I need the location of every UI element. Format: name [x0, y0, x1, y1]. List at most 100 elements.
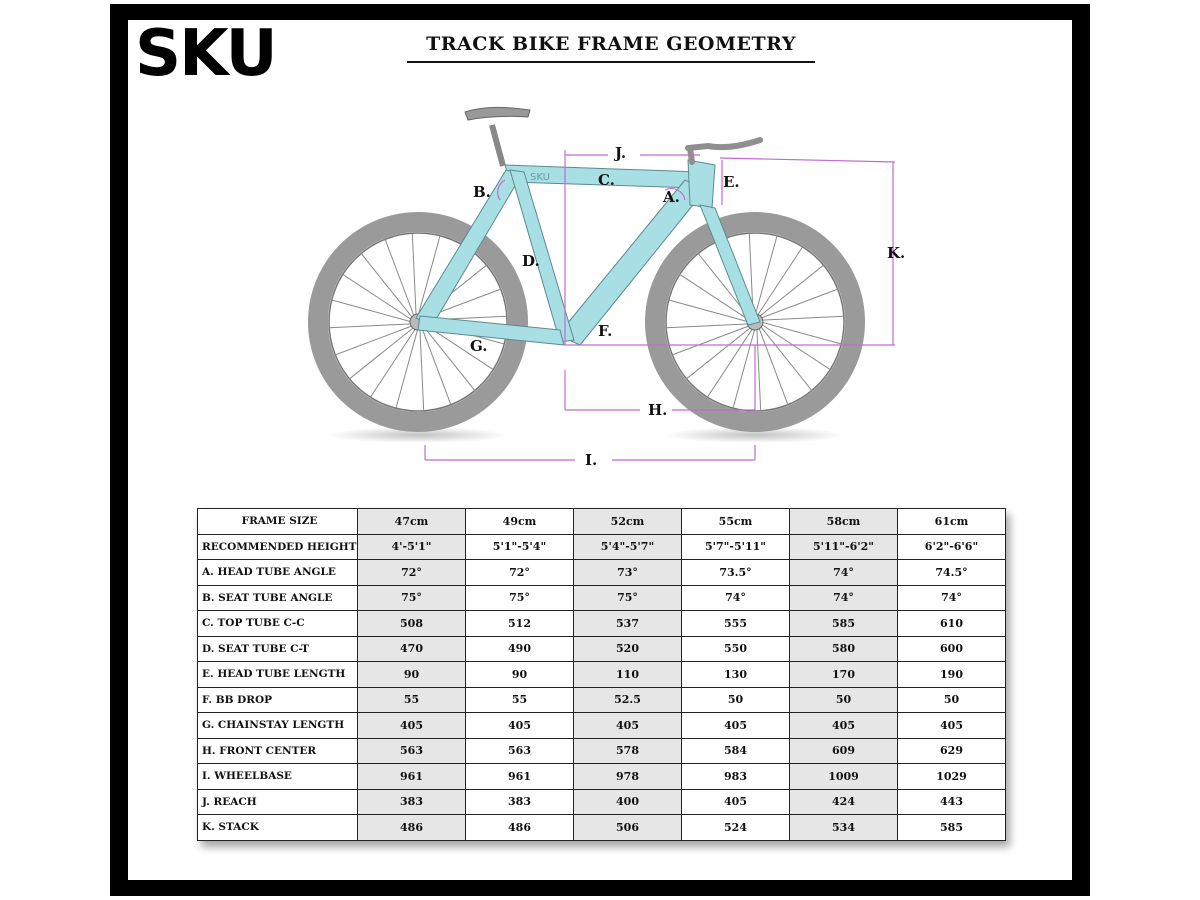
label-j: J.: [613, 144, 626, 162]
table-cell: 555: [681, 610, 790, 637]
spoke: [706, 327, 754, 398]
spoke: [758, 264, 824, 318]
table-cell: 405: [573, 712, 682, 739]
table-cell: 534: [789, 814, 898, 841]
table-cell: 75°: [465, 584, 574, 611]
label-e: E.: [723, 173, 740, 191]
row-label: B. SEAT TUBE ANGLE: [197, 584, 358, 611]
table-cell: 170: [789, 661, 898, 688]
table-cell: 563: [465, 737, 574, 764]
row-label: FRAME SIZE: [197, 508, 358, 535]
label-h: H.: [648, 401, 667, 419]
spoke: [672, 325, 751, 356]
bike-frame: [415, 159, 761, 346]
table-cell: 961: [465, 763, 574, 790]
table-cell: 405: [681, 788, 790, 815]
spoke: [754, 235, 778, 317]
frame-decal: SKU: [530, 172, 550, 183]
table-cell: 383: [465, 788, 574, 815]
table-cell: 563: [357, 737, 466, 764]
table-cell: 584: [681, 737, 790, 764]
table-cell: 72°: [465, 559, 574, 586]
table-cell: 4'-5'1": [357, 533, 466, 560]
row-label: K. STACK: [197, 814, 358, 841]
spoke: [422, 325, 476, 391]
rear-wheel-shadow: [328, 427, 508, 443]
table-cell: 512: [465, 610, 574, 637]
table-cell: 49cm: [465, 508, 574, 535]
table-cell: 470: [357, 635, 466, 662]
table-row: K. STACK 486 486 506 524 534 585: [197, 814, 1006, 841]
table-cell: 443: [897, 788, 1006, 815]
dimension-lines: [424, 150, 896, 461]
spoke: [369, 327, 417, 398]
table-cell: 405: [357, 712, 466, 739]
table-cell: 110: [573, 661, 682, 688]
row-label: D. SEAT TUBE C-T: [197, 635, 358, 662]
table-row: D. SEAT TUBE C-T 470 490 520 550 580 600: [197, 635, 1006, 662]
table-row: J. REACH 383 383 400 405 424 443: [197, 788, 1006, 815]
label-a: A.: [662, 188, 680, 206]
table-cell: 405: [681, 712, 790, 739]
table-cell: 486: [357, 814, 466, 841]
spoke: [732, 327, 756, 409]
table-cell: 978: [573, 763, 682, 790]
label-f: F.: [598, 322, 612, 340]
table-cell: 585: [789, 610, 898, 637]
table-cell: 486: [465, 814, 574, 841]
table-cell: 75°: [357, 584, 466, 611]
table-cell: 58cm: [789, 508, 898, 535]
table-cell: 73°: [573, 559, 682, 586]
sku-logo: SKU: [135, 22, 278, 86]
table-cell: 506: [573, 814, 682, 841]
row-label: I. WHEELBASE: [197, 763, 358, 790]
table-cell: 52cm: [573, 508, 682, 535]
table-cell: 1029: [897, 763, 1006, 790]
spoke: [417, 235, 441, 317]
spoke: [421, 326, 452, 405]
table-row: F. BB DROP 55 55 52.5 50 50 50: [197, 686, 1006, 713]
table-cell: 383: [357, 788, 466, 815]
spoke: [666, 323, 750, 329]
table-cell: 424: [789, 788, 898, 815]
spoke: [342, 273, 413, 321]
spoke: [759, 288, 838, 319]
spoke: [760, 323, 831, 371]
table-cell: 74°: [897, 584, 1006, 611]
row-label: A. HEAD TUBE ANGLE: [197, 559, 358, 586]
table-cell: 1009: [789, 763, 898, 790]
label-c: C.: [598, 171, 615, 189]
table-cell: 609: [789, 737, 898, 764]
row-label: G. CHAINSTAY LENGTH: [197, 712, 358, 739]
table-cell: 55cm: [681, 508, 790, 535]
table-cell: 90: [465, 661, 574, 688]
table-cell: 629: [897, 737, 1006, 764]
table-cell: 61cm: [897, 508, 1006, 535]
bike-diagram: SKU A. B. C. D. E. F. G. H. I. J. K.: [308, 106, 905, 469]
table-cell: 72°: [357, 559, 466, 586]
table-cell: 6'2"-6'6": [897, 533, 1006, 560]
table-cell: 405: [789, 712, 898, 739]
table-cell: 47cm: [357, 508, 466, 535]
spoke: [759, 325, 813, 391]
table-cell: 405: [897, 712, 1006, 739]
table-row: RECOMMENDED HEIGHT 4'-5'1" 5'1"-5'4" 5'4"-5…: [197, 533, 1006, 560]
spoke: [349, 326, 415, 380]
spoke: [758, 326, 789, 405]
table-cell: 52.5: [573, 686, 682, 713]
page-title: TRACK BIKE FRAME GEOMETRY: [407, 33, 815, 63]
spoke: [335, 325, 414, 356]
spoke: [411, 233, 417, 317]
table-cell: 405: [465, 712, 574, 739]
label-d: D.: [522, 252, 540, 270]
spoke: [419, 327, 425, 411]
table-header-row: FRAME SIZE 47cm 49cm 52cm 55cm 58cm 61cm: [197, 508, 1006, 535]
table-cell: 55: [357, 686, 466, 713]
dimension-labels: A. B. C. D. E. F. G. H. I. J. K.: [470, 144, 905, 469]
spoke: [756, 327, 762, 411]
table-cell: 90: [357, 661, 466, 688]
spoke: [760, 315, 844, 321]
table-cell: 580: [789, 635, 898, 662]
table-row: B. SEAT TUBE ANGLE 75° 75° 75° 74° 74° 74°: [197, 584, 1006, 611]
table-row: E. HEAD TUBE LENGTH 90 90 110 130 170 190: [197, 661, 1006, 688]
